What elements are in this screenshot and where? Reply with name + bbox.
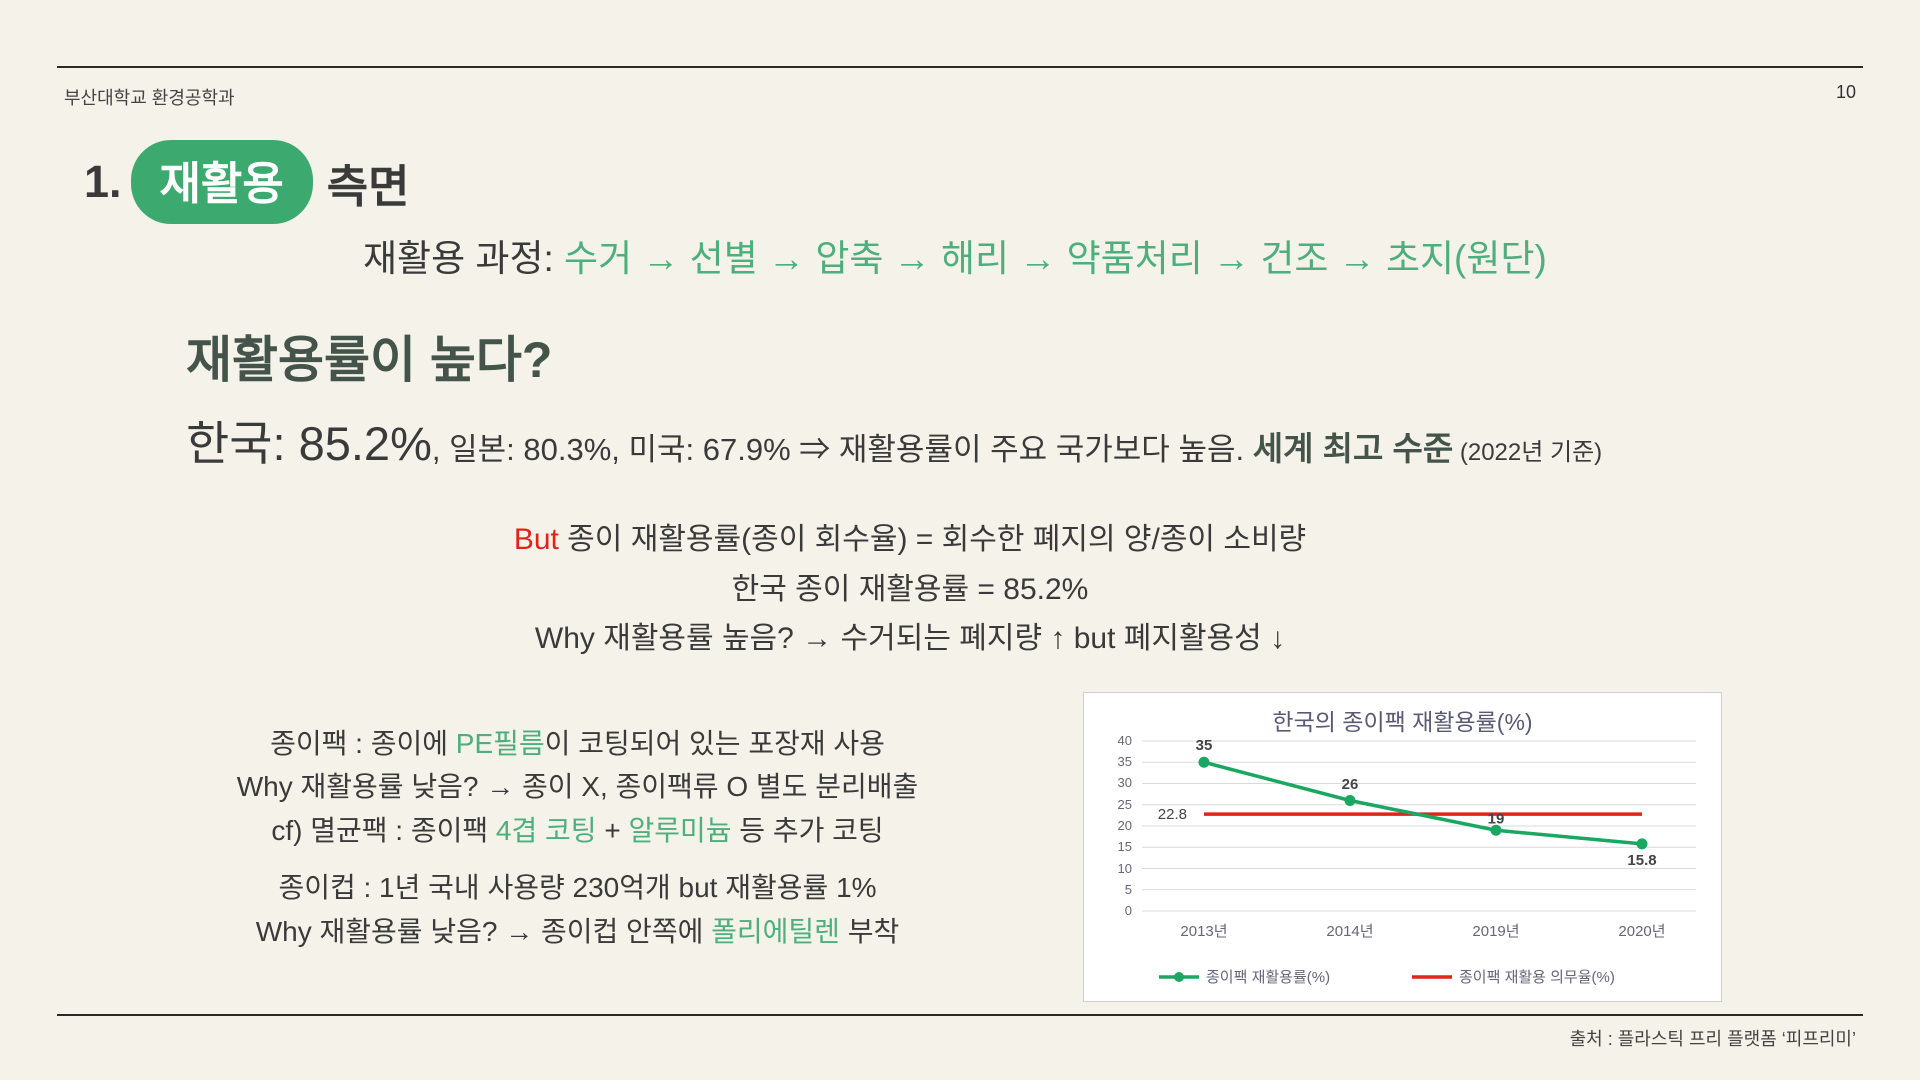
svg-text:35: 35 [1118,754,1132,769]
svg-text:25: 25 [1118,797,1132,812]
svg-text:2013년: 2013년 [1180,923,1227,940]
svg-text:15.8: 15.8 [1627,852,1656,869]
svg-text:30: 30 [1118,775,1132,790]
svg-text:19: 19 [1488,811,1505,828]
svg-text:0: 0 [1125,903,1132,918]
svg-text:22.8: 22.8 [1158,806,1187,823]
svg-text:35: 35 [1196,737,1213,754]
svg-text:20: 20 [1118,818,1132,833]
svg-text:40: 40 [1118,733,1132,748]
svg-text:종이팩 재활용률(%): 종이팩 재활용률(%) [1206,969,1330,986]
svg-text:10: 10 [1118,861,1132,876]
svg-text:2020년: 2020년 [1618,923,1665,940]
svg-text:5: 5 [1125,882,1132,897]
svg-text:종이팩 재활용 의무율(%): 종이팩 재활용 의무율(%) [1459,969,1615,986]
svg-text:15: 15 [1118,839,1132,854]
svg-text:26: 26 [1342,776,1359,793]
svg-text:2014년: 2014년 [1326,923,1373,940]
svg-text:2019년: 2019년 [1472,923,1519,940]
